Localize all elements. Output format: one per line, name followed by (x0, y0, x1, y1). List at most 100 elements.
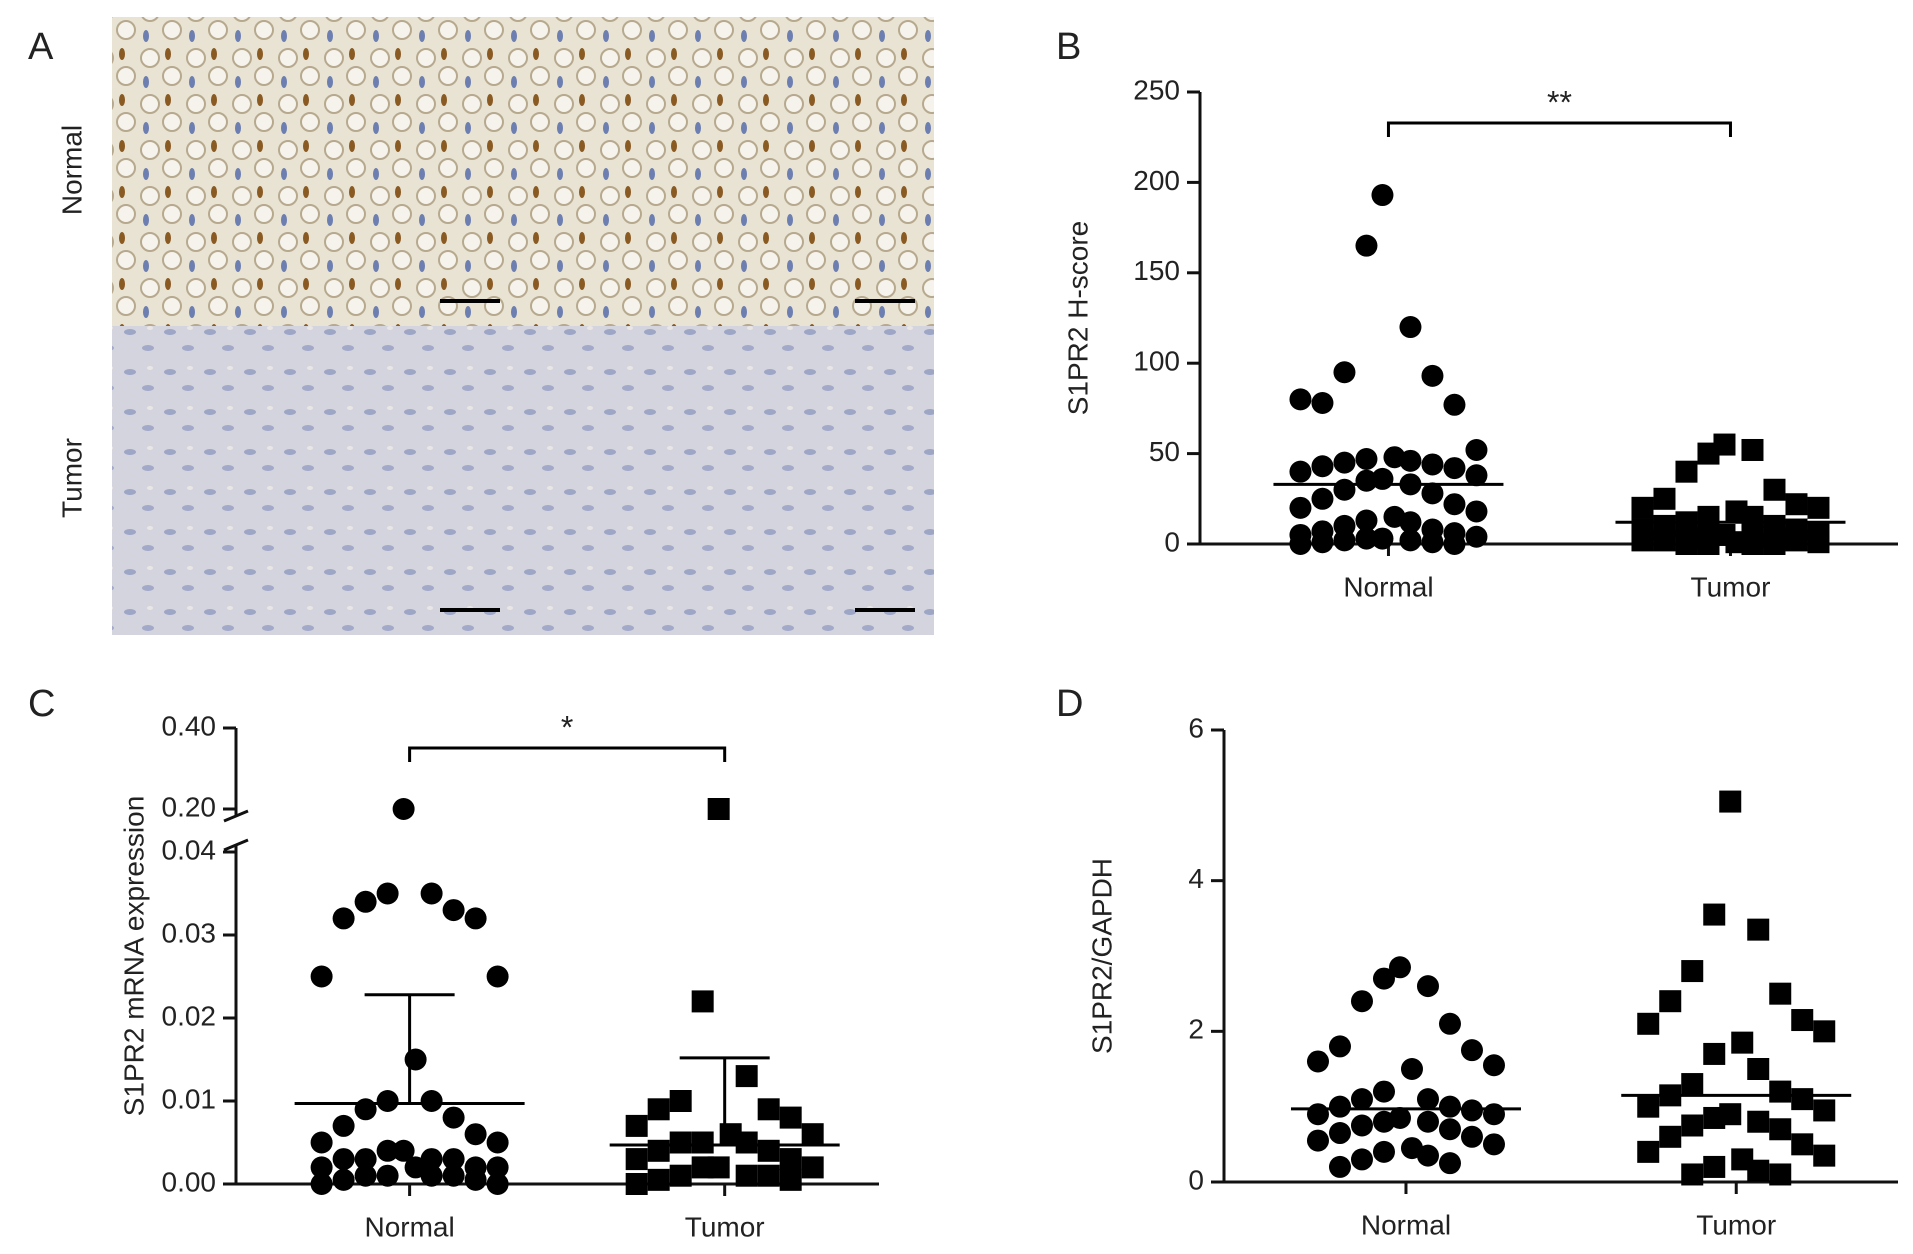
data-point (757, 1139, 780, 1162)
row-label: Tumor (56, 438, 87, 518)
data-point (1813, 1020, 1836, 1043)
data-point (1371, 527, 1394, 550)
data-point (779, 1148, 802, 1171)
data-point (1328, 1095, 1351, 1118)
data-point (1681, 960, 1704, 983)
y-tick-label: 0.02 (162, 1000, 217, 1031)
data-point (1306, 1103, 1329, 1126)
data-point (1311, 487, 1334, 510)
data-point (332, 1168, 355, 1191)
y-tick-label: 0 (1164, 526, 1180, 557)
x-tick-label: Tumor (1696, 1209, 1776, 1240)
x-tick-label: Normal (1343, 571, 1433, 602)
image-normal-1 (112, 17, 522, 326)
data-point (1637, 1140, 1660, 1163)
data-point (1675, 460, 1698, 483)
data-point (1681, 1073, 1704, 1096)
data-point (1703, 903, 1726, 926)
data-point (376, 1090, 399, 1112)
y-tick-label: 100 (1133, 346, 1180, 377)
data-point (1372, 1080, 1395, 1103)
data-point (1333, 361, 1356, 384)
data-point (647, 1098, 670, 1121)
data-point (464, 1123, 487, 1146)
y-tick-label: 0.01 (162, 1083, 217, 1114)
significance-bracket (1386, 121, 1732, 137)
significance-bracket (408, 746, 727, 762)
data-point (442, 899, 465, 922)
data-point (1681, 1114, 1704, 1137)
data-point (1465, 500, 1488, 523)
data-point (1697, 533, 1720, 555)
data-point (376, 1139, 399, 1162)
data-point (1388, 956, 1411, 979)
image-normal-2 (522, 17, 934, 326)
data-point (1482, 1054, 1505, 1077)
data-point (354, 1164, 377, 1187)
panel-label: C (28, 683, 55, 725)
data-point (1703, 1042, 1726, 1065)
data-point (392, 798, 415, 820)
y-tick-label: 0.20 (162, 791, 217, 822)
data-point (735, 1131, 758, 1154)
data-point (1438, 1095, 1461, 1118)
data-point (332, 1114, 355, 1137)
data-point (801, 1156, 824, 1179)
data-point (1416, 1144, 1439, 1167)
y-tick-label: 0.03 (162, 917, 217, 948)
data-point (1659, 990, 1682, 1013)
data-point (1747, 918, 1770, 941)
data-point (669, 1164, 692, 1187)
data-point (1355, 527, 1378, 550)
data-point (1785, 493, 1808, 516)
data-point (757, 1164, 780, 1187)
data-point (1289, 388, 1312, 411)
error-bar (364, 993, 455, 1104)
y-tick-label: 4 (1188, 863, 1204, 894)
image-tumor-2 (522, 326, 934, 635)
y-tick-label: 200 (1133, 165, 1180, 196)
data-point (1421, 531, 1444, 554)
data-point (691, 1131, 714, 1154)
data-point (1482, 1103, 1505, 1126)
data-point (1791, 1133, 1814, 1156)
data-point (707, 798, 730, 820)
data-point (1355, 448, 1378, 471)
scale-bars (440, 299, 915, 612)
error-bar (679, 1056, 770, 1145)
data-point (420, 1090, 443, 1112)
y-tick-label: 6 (1188, 712, 1204, 743)
data-point (1421, 364, 1444, 387)
data-point (1791, 1088, 1814, 1111)
data-point (1785, 529, 1808, 552)
data-point (1289, 460, 1312, 483)
y-tick-label: 0.00 (162, 1166, 217, 1197)
data-point (486, 1156, 509, 1179)
data-point (801, 1123, 824, 1146)
data-point (332, 1148, 355, 1171)
data-point (1747, 1159, 1770, 1182)
data-point (310, 1131, 333, 1154)
data-point (464, 1168, 487, 1191)
data-point (1807, 496, 1830, 519)
data-point (1443, 493, 1466, 516)
data-point (1350, 1148, 1373, 1171)
data-point (1350, 990, 1373, 1013)
data-point (1443, 393, 1466, 416)
data-point (1631, 529, 1654, 552)
data-point (1637, 1012, 1660, 1035)
data-point (1372, 1110, 1395, 1133)
data-point (1763, 478, 1786, 501)
data-point (1328, 1122, 1351, 1145)
data-point (376, 882, 399, 905)
y-tick-label: 150 (1133, 255, 1180, 286)
data-point (1681, 1163, 1704, 1186)
y-tick-label: 50 (1149, 436, 1180, 467)
panel-label: B (1056, 26, 1081, 68)
data-point (1460, 1125, 1483, 1148)
data-point (1741, 505, 1764, 528)
data-point (1372, 1140, 1395, 1163)
data-point (625, 1148, 648, 1171)
data-point (1371, 184, 1394, 207)
